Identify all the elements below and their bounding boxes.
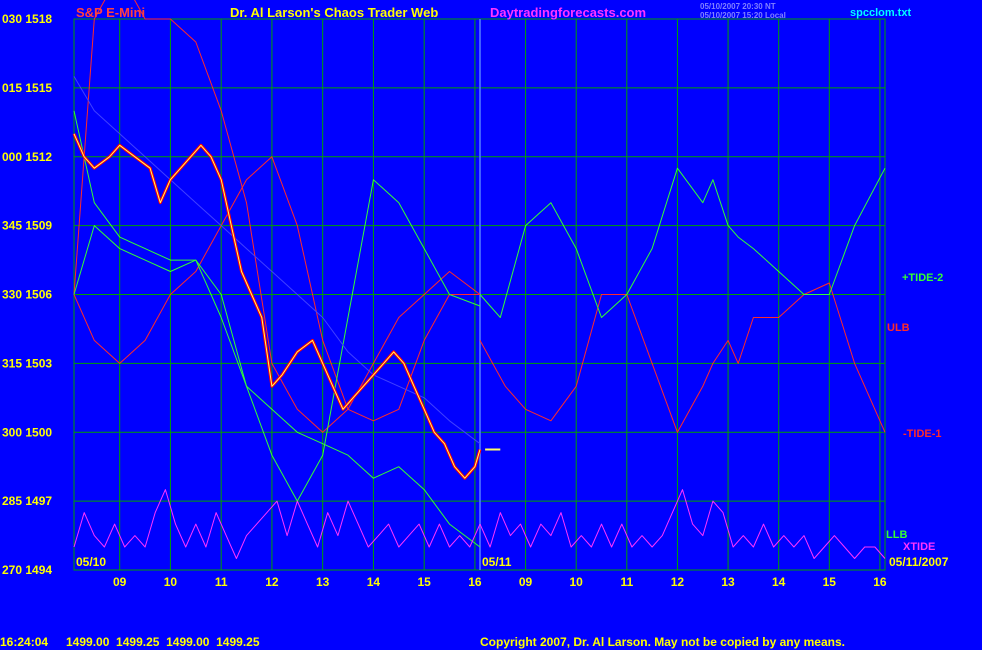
data-file-label: spcclom.txt xyxy=(850,7,911,19)
series-layer xyxy=(72,0,886,559)
x-tick-label-1: 10 xyxy=(164,575,178,589)
x-tick-label-6: 15 xyxy=(417,575,431,589)
legend-tide1: -TIDE-1 xyxy=(903,428,942,440)
x-tick-label-10: 11 xyxy=(620,575,633,589)
y-tick-label-0: 030 1518 xyxy=(2,12,52,26)
x-tick-label-3: 12 xyxy=(265,575,279,589)
x-tick-label-14: 15 xyxy=(823,575,837,589)
x-tick-label-12: 13 xyxy=(721,575,735,589)
legend-ulb: ULB xyxy=(887,322,910,334)
series-xtide-day2-7 xyxy=(479,489,886,559)
legend-xtide: XTIDE xyxy=(903,541,935,553)
x-tick-label-0: 09 xyxy=(113,575,127,589)
y-tick-label-4: 330 1506 xyxy=(2,288,52,302)
date-label-day2: 05/11 xyxy=(482,555,512,569)
y-tick-label-5: 315 1503 xyxy=(2,356,52,370)
footer-ohlc: 1499.00 1499.25 1499.00 1499.25 xyxy=(66,635,260,649)
series-ulb-day1-0 xyxy=(73,0,481,433)
x-tick-label-2: 11 xyxy=(215,575,228,589)
instrument-title: S&P E-Mini xyxy=(76,5,145,20)
price-average-line xyxy=(73,133,481,479)
y-tick-label-7: 285 1497 xyxy=(2,494,52,508)
series-llb-day1-5 xyxy=(73,110,481,548)
y-tick-label-3: 345 1509 xyxy=(2,219,52,233)
stamp-line-1: 05/10/2007 20:30 NT xyxy=(700,2,776,11)
series-tide-2-day1-3 xyxy=(73,179,481,502)
footer-copyright: Copyright 2007, Dr. Al Larson. May not b… xyxy=(480,635,845,649)
x-tick-label-11: 12 xyxy=(671,575,685,589)
x-tick-label-7: 16 xyxy=(468,575,482,589)
date-label-day1: 05/10 xyxy=(76,555,106,569)
x-tick-label-13: 14 xyxy=(772,575,786,589)
site-title: Dr. Al Larson's Chaos Trader Web xyxy=(230,5,438,20)
y-tick-labels: 030 1518 015 1515 000 1512 345 1509 330 1506… xyxy=(2,12,52,577)
x-tick-label-9: 10 xyxy=(570,575,584,589)
y-tick-label-6: 300 1500 xyxy=(2,425,52,439)
footer-time: 16:24:04 xyxy=(0,635,48,649)
x-tick-labels: 09 10 11 12 13 14 15 16 09 10 11 12 13 14 15 16 xyxy=(113,575,887,589)
x-tick-label-15: 16 xyxy=(873,575,887,589)
x-tick-label-8: 09 xyxy=(519,575,533,589)
site-url: Daytradingforecasts.com xyxy=(490,5,646,20)
y-tick-label-8: 270 1494 xyxy=(2,563,52,577)
y-tick-label-1: 015 1515 xyxy=(2,81,52,95)
y-tick-label-2: 000 1512 xyxy=(2,150,52,164)
x-tick-label-5: 14 xyxy=(367,575,381,589)
legend-llb: LLB xyxy=(886,529,907,541)
series-tide-1-day1-2 xyxy=(73,156,480,422)
stamp-line-2: 05/10/2007 15:20 Local xyxy=(700,11,786,20)
date-label-end: 05/11/2007 xyxy=(889,555,949,569)
x-tick-label-4: 13 xyxy=(316,575,330,589)
series-slow-average-day1-8 xyxy=(73,76,481,445)
series-tide-2-day2-4 xyxy=(479,167,886,318)
series-xtide-day1-6 xyxy=(73,489,481,559)
legend-tide2: +TIDE-2 xyxy=(902,272,943,284)
